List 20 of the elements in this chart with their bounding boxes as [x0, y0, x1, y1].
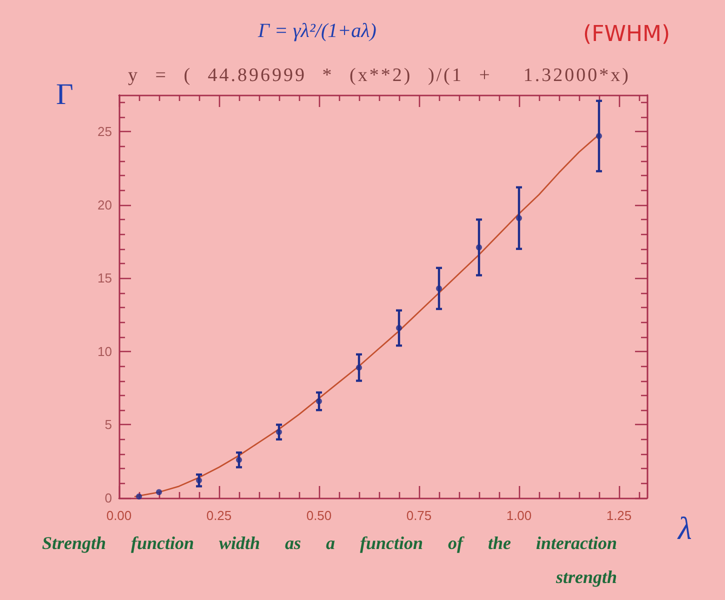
x-tick-label: 1.00	[506, 508, 532, 523]
x-tick-label: 1.25	[606, 508, 632, 523]
text: (FWHM)	[583, 22, 670, 47]
y-tick-label: 20	[98, 197, 112, 212]
x-axis-title: λ	[678, 510, 692, 547]
y-axis-title: Γ	[56, 78, 74, 112]
x-tick-label: 0.50	[306, 508, 332, 523]
y-tick-label: 5	[104, 417, 112, 432]
text: Γ = γλ²/(1+aλ)	[258, 20, 376, 43]
point	[136, 494, 142, 500]
y-tick-label: 15	[98, 270, 112, 286]
x-tick-label: 0.75	[406, 508, 432, 523]
y-tick-label: 0	[104, 490, 112, 506]
x-tick-label: 0.00	[106, 508, 132, 523]
y-tick-label: 10	[98, 344, 112, 359]
chart-title: y = ( 44.896999 * (x**2) )/(1 + 1.32000*x)	[128, 65, 630, 87]
text: Strength function width as a function of the interaction strength	[42, 532, 617, 589]
y-tick-label: 25	[98, 124, 112, 140]
point	[156, 489, 162, 496]
x-tick-label: 0.25	[206, 508, 232, 523]
